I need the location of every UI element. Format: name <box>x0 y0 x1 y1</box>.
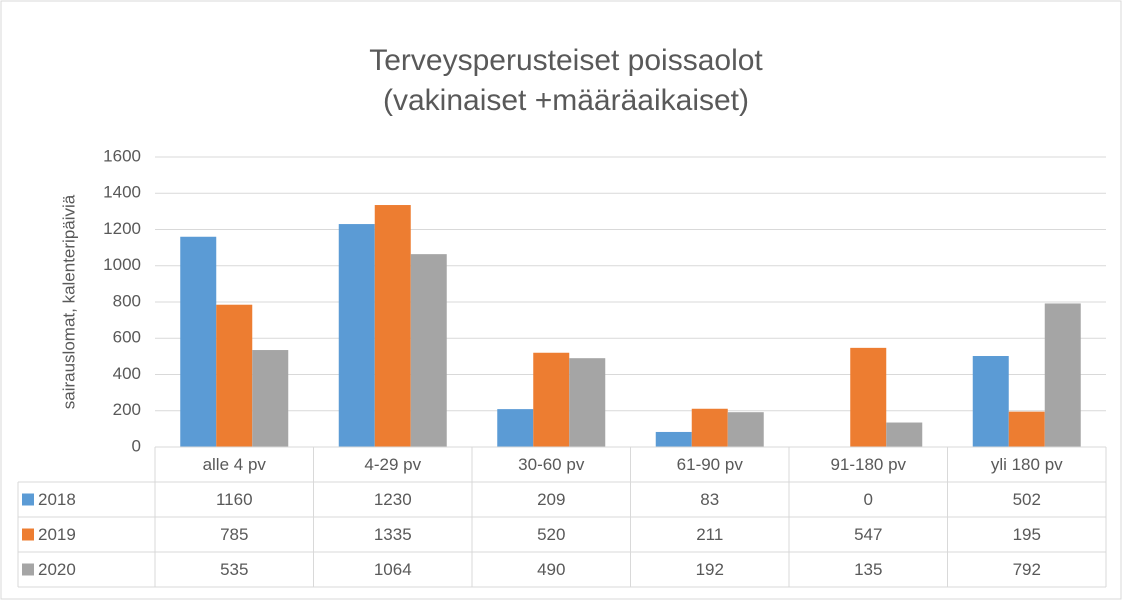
x-tick-label: yli 180 pv <box>991 455 1063 474</box>
table-value: 490 <box>537 560 565 579</box>
bar <box>497 409 534 447</box>
y-tick-label: 600 <box>113 328 141 347</box>
bar <box>180 236 217 447</box>
x-tick-label: 61-90 pv <box>677 455 744 474</box>
table-value: 547 <box>854 525 882 544</box>
y-tick-label: 0 <box>132 436 141 455</box>
table-value: 83 <box>700 490 719 509</box>
bar <box>691 408 728 447</box>
x-tick-label: alle 4 pv <box>203 455 267 474</box>
bar <box>533 352 570 447</box>
table-value: 192 <box>696 560 724 579</box>
bar <box>886 422 923 447</box>
y-tick-label: 400 <box>113 364 141 383</box>
bar <box>972 356 1009 447</box>
table-value: 1160 <box>216 490 253 509</box>
table-value: 502 <box>1013 490 1041 509</box>
table-value: 209 <box>537 490 565 509</box>
legend-label: 2019 <box>38 525 76 544</box>
table-value: 1064 <box>374 560 412 579</box>
x-tick-label: 91-180 pv <box>830 455 906 474</box>
bar <box>850 347 887 447</box>
legend-key <box>22 528 34 541</box>
x-tick-label: 30-60 pv <box>518 455 585 474</box>
y-tick-label: 1000 <box>103 255 141 274</box>
table-value: 195 <box>1013 525 1041 544</box>
chart-title: Terveysperusteiset poissaolot <box>369 44 763 77</box>
legend-label: 2020 <box>38 560 76 579</box>
y-tick-label: 1200 <box>103 219 141 238</box>
table-value: 211 <box>696 525 723 544</box>
bar <box>216 304 253 447</box>
table-value: 135 <box>854 560 882 579</box>
legend-key <box>22 563 34 576</box>
bar <box>655 431 692 447</box>
table-value: 785 <box>220 525 248 544</box>
table-value: 792 <box>1013 560 1041 579</box>
table-value: 535 <box>220 560 248 579</box>
table-value: 1335 <box>374 525 412 544</box>
table-value: 1230 <box>374 490 412 509</box>
y-tick-label: 800 <box>113 291 141 310</box>
y-tick-label: 200 <box>113 400 141 419</box>
table-value: 520 <box>537 525 565 544</box>
bar <box>374 205 411 447</box>
bar <box>1008 411 1045 447</box>
legend-key <box>22 493 34 506</box>
table-value: 0 <box>864 490 873 509</box>
x-tick-label: 4-29 pv <box>364 455 421 474</box>
y-tick-label: 1400 <box>103 183 141 202</box>
bar <box>338 224 375 447</box>
bar <box>1044 303 1081 447</box>
y-axis-label: sairauslomat, kalenteripäiviä <box>59 194 78 409</box>
bar <box>410 254 447 447</box>
bar <box>727 412 764 447</box>
bar <box>569 358 606 447</box>
legend-label: 2018 <box>38 490 76 509</box>
y-tick-label: 1600 <box>103 146 141 165</box>
chart-subtitle: (vakinaiset +määräaikaiset) <box>383 84 749 117</box>
bar <box>252 350 289 447</box>
